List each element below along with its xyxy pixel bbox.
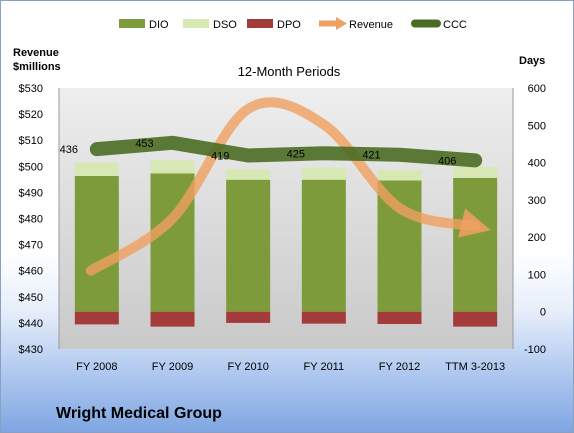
ccc-data-label: 425 [287,148,305,160]
right-tick-label: 0 [540,307,546,319]
data-labels: 436 453 419 425 421 406 [60,138,457,168]
left-tick-label: $500 [19,161,43,173]
left-tick-label: $510 [19,135,43,147]
left-tick-label: $440 [19,318,43,330]
bar-dio [226,179,271,312]
ccc-data-label: 421 [362,150,380,162]
bar-dso [150,159,195,174]
bar-dso [377,170,422,181]
right-tick-label: -100 [524,344,546,356]
left-tick-label: $530 [19,83,43,95]
right-tick-label: 300 [528,195,546,207]
bar-dio [74,175,119,312]
category-label: FY 2009 [152,361,193,373]
category-label: FY 2011 [304,361,345,373]
bar-dso [74,162,119,176]
legend-label: Revenue [349,19,393,31]
line-series [85,97,491,276]
left-tick-label: $480 [19,214,43,226]
category-labels: FY 2008 FY 2009 FY 2010 FY 2011 FY 2012 TTM 3… [76,361,505,373]
left-axis-title-line1: Revenue [13,47,59,59]
legend-arrow [336,17,347,30]
bar-dpo [301,311,346,324]
ccc-data-label: 419 [211,150,229,162]
right-tick-label: 500 [528,120,546,132]
category-label: TTM 3-2013 [445,361,505,373]
bar-series [74,159,498,327]
left-tick-label: $520 [19,109,43,121]
bar-dpo [453,311,498,327]
legend-label: CCC [443,19,467,31]
bar-dio [301,179,346,312]
legend-swatch [119,19,145,28]
legend-label: DIO [149,19,169,31]
left-tick-label: $450 [19,292,43,304]
ccc-data-label: 436 [60,144,78,156]
bar-dpo [150,311,195,327]
legend-swatch [183,19,209,28]
company-name: Wright Medical Group [56,405,222,422]
right-tick-label: 100 [528,269,546,281]
bar-dso [226,169,271,180]
right-tick-label: 200 [528,232,546,244]
left-tick-label: $470 [19,240,43,252]
revenue-line [85,97,491,276]
bar-dso [453,167,498,178]
ccc-line [89,135,483,168]
ccc-data-label: 453 [135,138,153,150]
ccc-data-label: 406 [438,155,456,167]
category-label: FY 2008 [76,361,117,373]
left-axis-ticks: $430 $440 $450 $460 $470 $480 $490 $500 $510 $520… [19,83,43,356]
category-label: FY 2010 [227,361,268,373]
left-axis-title-line2: $millions [13,61,61,73]
bar-dpo [226,311,271,323]
legend: DIO DSO DPO Revenue CCC [119,17,467,31]
bar-dso [301,167,346,180]
left-tick-label: $460 [19,266,43,278]
left-tick-label: $490 [19,187,43,199]
category-label: FY 2012 [379,361,420,373]
bar-dpo [74,311,119,325]
right-tick-label: 400 [528,158,546,170]
bar-dpo [377,311,422,325]
legend-label: DSO [213,19,237,31]
right-axis-title: Days [519,55,545,67]
legend-swatch [247,19,273,28]
right-tick-label: 600 [528,83,546,95]
left-tick-label: $430 [19,344,43,356]
right-axis-ticks: -100 0 100 200 300 400 500 600 [524,83,546,356]
chart-title: 12-Month Periods [238,64,341,79]
bar-dio [453,177,498,312]
legend-label: DPO [277,19,301,31]
